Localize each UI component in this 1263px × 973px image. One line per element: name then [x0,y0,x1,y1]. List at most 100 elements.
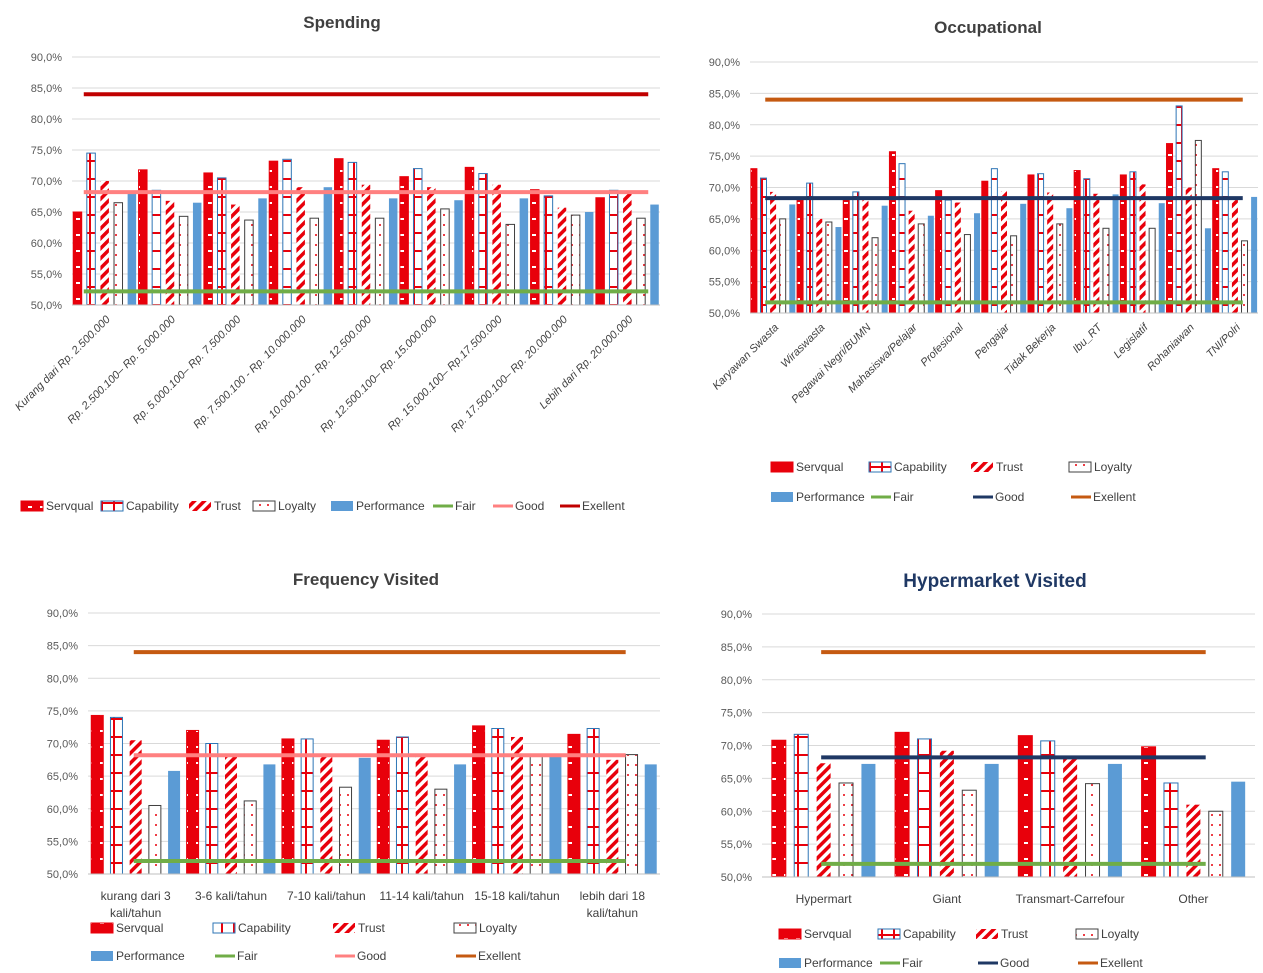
y-tick-label: 70,0% [31,176,62,188]
legend-label-fair: Fair [237,949,258,963]
bar-servqual [376,739,390,875]
bar-servqual [894,731,910,878]
bar-trust [361,184,371,305]
y-tick-label: 80,0% [47,673,78,685]
legend-label-servqual: Servqual [796,460,843,474]
bar-performance [168,770,181,874]
bar-trust [606,759,619,874]
legend-label-fair: Fair [902,956,923,970]
legend-swatch-capability [100,500,124,512]
y-tick-label: 55,0% [47,836,78,848]
bar-loyalty [148,804,162,875]
bar-servqual [1212,168,1220,314]
bar-trust [939,750,954,877]
legend-label-loyalty: Loyalty [278,499,316,513]
y-tick-label: 75,0% [47,706,78,718]
bar-performance [1251,196,1258,313]
bar-servqual [1141,746,1157,878]
legend-label-good: Good [515,499,544,513]
bar-trust [320,755,333,874]
chart-legend: Servqual Capability Trust Loyalty Performanc… [20,499,625,513]
legend-swatch-servqual [770,461,794,473]
legend-swatch-servqual [90,922,114,934]
y-tick-label: 60,0% [709,245,740,257]
chart-title: Spending [303,13,380,32]
bar-servqual [530,189,540,306]
x-tick-label: lebih dari 18 kali/tahun [580,889,646,920]
bar-capability [916,738,932,878]
legend-label-fair: Fair [893,490,914,504]
bar-performance [1066,208,1073,313]
bar-performance [454,200,463,305]
bar-trust [816,763,831,877]
bar-capability [806,182,814,314]
legend-label-exellent: Exellent [478,949,521,963]
bar-servqual [90,714,104,875]
x-tick-label: Hypermart [796,892,853,906]
bar-servqual [842,199,850,314]
legend-label-capability: Capability [238,921,291,935]
legend-swatch-servqual [20,500,44,512]
bar-capability [412,168,423,306]
bar-capability [1221,171,1229,314]
x-tick-label: Rohaniawan [1145,322,1197,374]
legend-swatch-capability [212,922,236,934]
bar-capability [608,189,619,306]
chart-title: Frequency Visited [293,570,439,589]
x-tick-label: Profesional [919,321,967,369]
chart-hypermarket-visited: Hypermarket Visited 50,0% 55,0% 60,0% 65,0% 7… [721,571,1255,970]
bar-capability [300,738,314,875]
legend-swatch-servqual [778,928,802,940]
legend-label-fair: Fair [455,499,476,513]
bar-capability [151,189,162,306]
x-tick-label: Karyawan Swasta [710,322,781,393]
bar-capability [109,716,123,875]
x-tick-label: Pengajar [972,321,1013,362]
legend-label-good: Good [995,490,1024,504]
bar-performance [192,202,202,305]
bar-loyalty [625,754,639,875]
x-tick-label: Rp. 10.000.100 - Rp. 12.500.000 [252,313,374,435]
legend-swatch-loyalty [1075,928,1099,940]
bar-trust [415,755,428,874]
bar-performance [927,215,934,313]
legend-swatch-loyalty [252,500,276,512]
bar-capability [898,163,906,314]
bar-trust [1231,200,1238,313]
chart-spending: Spending 50,0% 55,0% 60,0% 65,0% 70,0% 75,0% 80… [13,13,660,513]
bar-loyalty [1056,223,1064,314]
x-tick-label: Rp. 15.000.100– Rp.17.500.000 [386,313,506,433]
legend-label-good: Good [357,949,386,963]
bar-performance [1112,194,1119,313]
x-tick-label: 15-18 kali/tahun [474,889,559,903]
bar-trust [231,204,240,305]
legend-label-capability: Capability [903,927,956,941]
bar-loyalty [1208,810,1224,878]
bar-performance [1231,781,1246,877]
bar-trust [1001,191,1007,313]
bar-servqual [186,729,200,875]
legend-swatch-capability [877,928,901,940]
bar-trust [1139,184,1146,313]
bar-capability [205,743,219,875]
chart-title: Occupational [934,18,1042,37]
bar-loyalty [529,754,543,875]
legend-label-trust: Trust [996,460,1024,474]
bar-loyalty [1102,227,1110,314]
bar-capability [543,195,554,306]
y-tick-label: 85,0% [721,642,752,654]
x-tick-label: Ibu_RT [1071,321,1106,356]
bar-trust [225,754,237,874]
x-tick-label: TNI/Polri [1204,321,1243,360]
bar-capability [1040,740,1056,878]
chart-legend: Servqual Capability Trust Loyalty Performanc… [770,460,1136,504]
bar-trust [492,184,501,305]
legend-swatch-trust [971,462,993,472]
bar-trust [557,207,567,305]
y-tick-label: 65,0% [47,771,78,783]
x-tick-label: Rp. 12.500.100– Rp. 15.000.000 [318,313,440,435]
x-tick-label: Rp. 17.500.100– Rp. 20.000.000 [449,313,571,435]
bar-performance [835,227,842,313]
bar-capability [586,727,600,875]
legend-swatch-capability [868,461,892,473]
